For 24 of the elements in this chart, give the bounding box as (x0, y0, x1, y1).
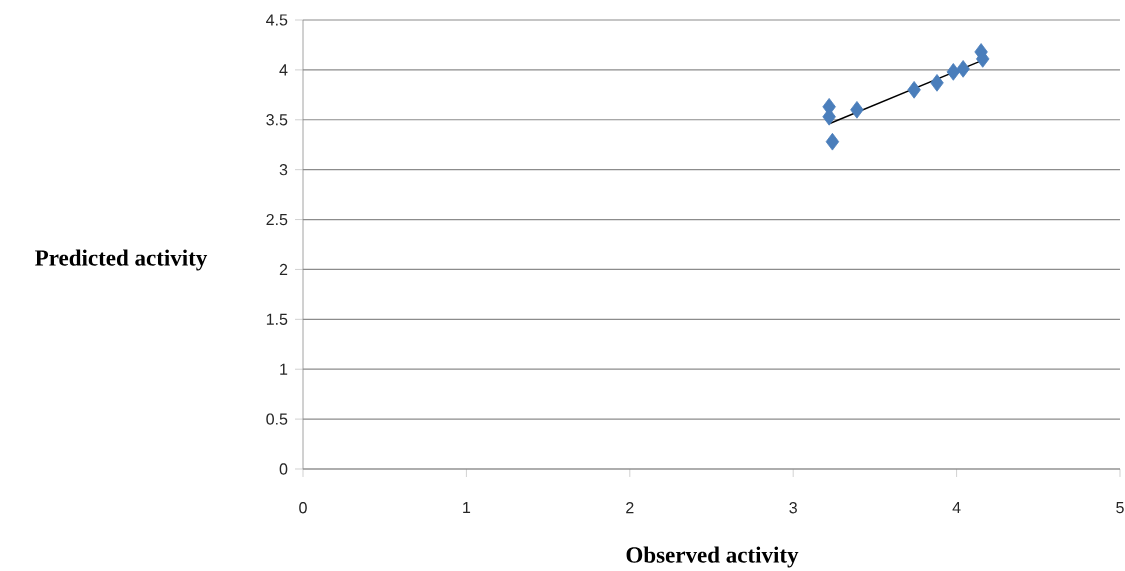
y-tick-label: 3 (279, 164, 288, 176)
x-tick-label: 1 (463, 502, 471, 514)
y-tick-label: 2.5 (266, 213, 288, 226)
y-tick-label: 0 (279, 463, 288, 475)
y-tick-label: 0.5 (266, 413, 288, 425)
y-tick-label: 3.5 (266, 114, 288, 126)
x-axis-title: Observed activity (626, 546, 799, 568)
y-tick-label: 2 (279, 263, 288, 276)
y-tick-label: 4.5 (266, 14, 288, 26)
point (825, 132, 840, 151)
y-tick-label: 1.5 (266, 313, 288, 325)
point (946, 63, 961, 81)
y-axis-title: Predicted activity (35, 249, 208, 271)
x-tick-label: 3 (789, 502, 797, 514)
point (907, 81, 921, 99)
x-tick-label: 0 (299, 502, 307, 514)
y-tick-label: 1 (280, 363, 288, 375)
x-tick-label: 5 (1116, 502, 1124, 514)
point (930, 74, 944, 92)
x-tick-label: 2 (626, 502, 634, 514)
point (956, 60, 970, 78)
point (850, 100, 864, 119)
x-tick-label: 4 (952, 502, 961, 514)
y-tick-label: 4 (279, 64, 288, 76)
